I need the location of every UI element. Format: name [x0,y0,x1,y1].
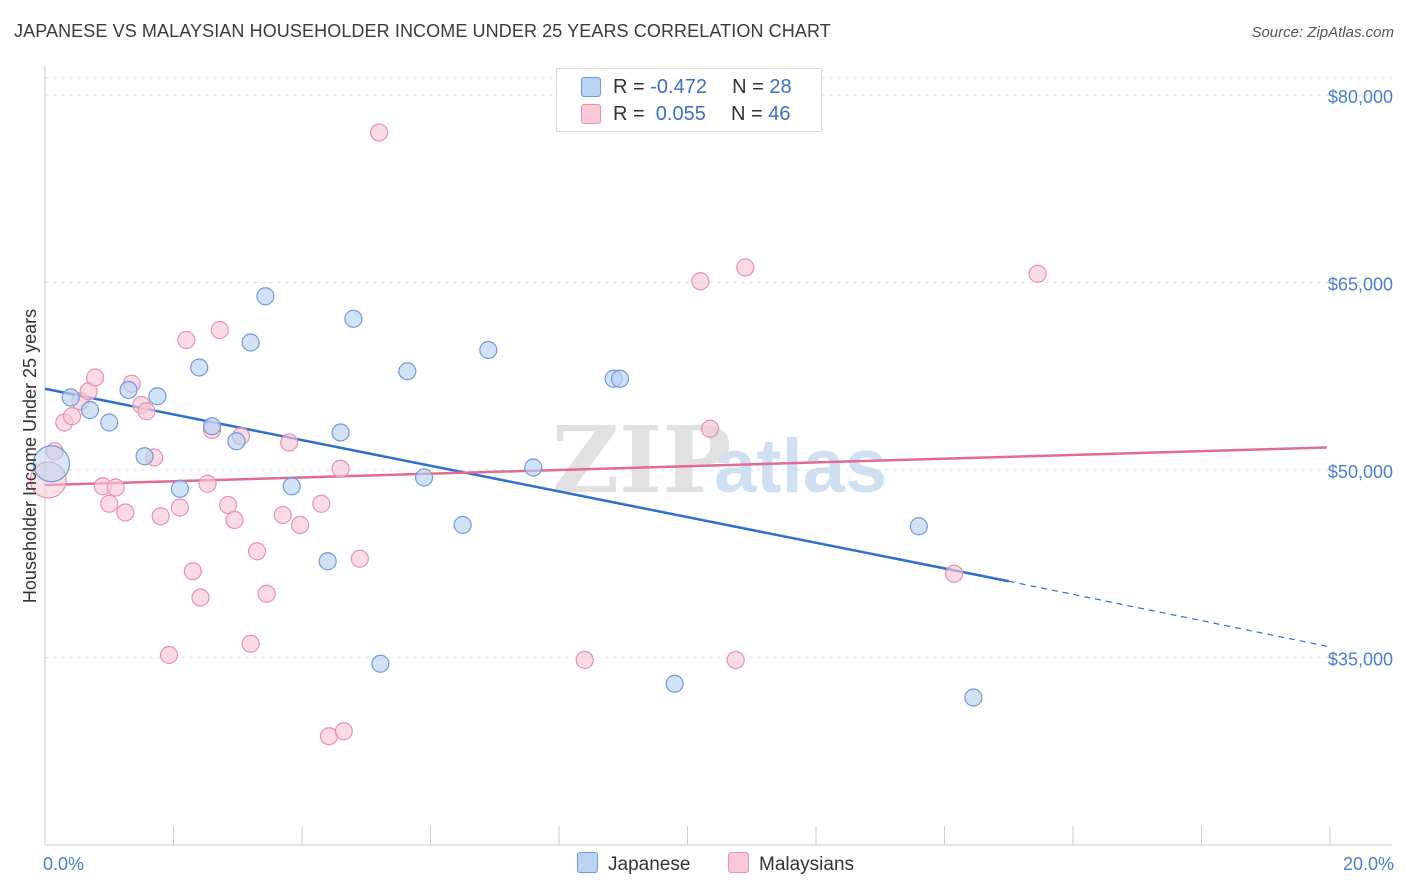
bottom-legend-malaysians: Malaysians [728,852,854,876]
point-japanese [909,517,928,536]
x-tick-label: 20.0% [1343,854,1394,874]
watermark-atlas: atlas [714,424,887,509]
y-tick-label: $50,000 [1328,462,1393,482]
point-malaysian [137,402,156,421]
point-japanese [524,458,543,477]
point-malaysian [170,498,190,517]
chart-title: JAPANESE VS MALAYSIAN HOUSEHOLDER INCOME… [14,21,831,41]
point-japanese [100,413,119,432]
legend-n-label-japanese: N = [732,76,764,98]
point-malaysian [290,515,310,535]
point-japanese [398,362,417,381]
point-japanese [135,447,154,466]
grid-lines [45,77,1392,658]
legend-n-value-japanese: 28 [769,76,792,98]
point-japanese [610,369,630,388]
bottom-legend-japanese: Japanese [577,852,690,876]
point-japanese [453,515,472,535]
point-malaysian [350,549,369,568]
point-japanese [331,423,350,442]
legend-swatch-japanese [581,77,601,97]
y-tick-label: $65,000 [1328,275,1393,295]
point-japanese [119,380,138,400]
trend-line-japanese-extension [1008,580,1327,647]
point-malaysian [691,272,710,291]
point-japanese [241,333,260,352]
point-malaysian [100,494,119,513]
point-japanese [479,340,498,360]
point-malaysian [62,407,82,426]
legend-swatch-malaysian [581,104,601,124]
legend-n-label-malaysian: N = [730,103,763,125]
point-japanese [148,387,167,406]
point-malaysian [1028,264,1047,283]
bottom-legend-label-japanese: Japanese [608,854,691,875]
point-japanese [227,432,246,451]
point-malaysian [210,320,229,340]
source-label: Source: ZipAtlas.com [1251,24,1394,41]
watermark: ZIP atlas [552,406,887,514]
point-malaysian [945,564,964,583]
bottom-legend-swatch-japanese [577,852,598,873]
legend-n-value-malaysian: 46 [768,103,791,125]
point-japanese [80,400,100,420]
point-malaysian [247,542,267,561]
data-points [29,123,1047,746]
x-tick-label: 0.0% [43,854,84,874]
point-japanese [371,654,390,673]
point-japanese [61,388,80,407]
point-malaysian [700,419,720,438]
point-malaysian [331,459,350,478]
tick-labels: $35,000 $50,000 $65,000 $80,000 0.0% 20.0% [43,87,1394,874]
point-malaysian [177,330,196,350]
point-malaysian [273,505,292,525]
point-malaysian [370,123,389,142]
point-malaysian [334,722,353,741]
point-malaysian [151,507,170,526]
y-axis-label: Householder Income Under 25 years [20,309,40,603]
point-japanese [318,552,337,571]
bottom-legend-label-malaysians: Malaysians [759,854,855,875]
point-malaysian [225,510,244,530]
point-japanese [344,309,363,328]
legend-r-value-japanese: -0.472 [650,76,707,98]
point-malaysian [280,433,299,452]
point-japanese [665,674,684,693]
point-malaysian [191,588,210,607]
bottom-legend-swatch-malaysians [728,852,749,873]
legend-r-value-malaysian: 0.055 [650,103,706,125]
point-malaysian [241,634,260,653]
point-japanese [964,688,983,707]
legend-r-label-malaysian: R = [613,103,645,125]
point-malaysian [198,474,217,493]
point-malaysian [159,645,179,665]
point-malaysian [726,650,745,670]
y-tick-label: $35,000 [1328,650,1393,670]
point-malaysian [116,503,135,522]
point-malaysian [257,584,276,603]
point-malaysian [312,494,331,513]
trend-line-malaysian [44,446,1327,487]
point-japanese [190,358,209,377]
point-malaysian [183,562,202,581]
correlation-legend: R = -0.472 N = 28 R = 0.055 N = 46 [556,68,822,132]
point-malaysian [736,258,755,277]
point-malaysian [219,495,238,515]
point-japanese [202,417,222,436]
y-tick-label: $80,000 [1328,87,1393,107]
legend-r-label-japanese: R = [613,76,645,98]
point-japanese [414,468,434,487]
point-japanese [32,445,71,483]
point-japanese [170,479,190,498]
point-malaysian [86,368,105,387]
point-malaysian [575,650,594,670]
point-malaysian [106,478,125,497]
point-japanese [282,477,301,496]
point-japanese [256,287,275,306]
